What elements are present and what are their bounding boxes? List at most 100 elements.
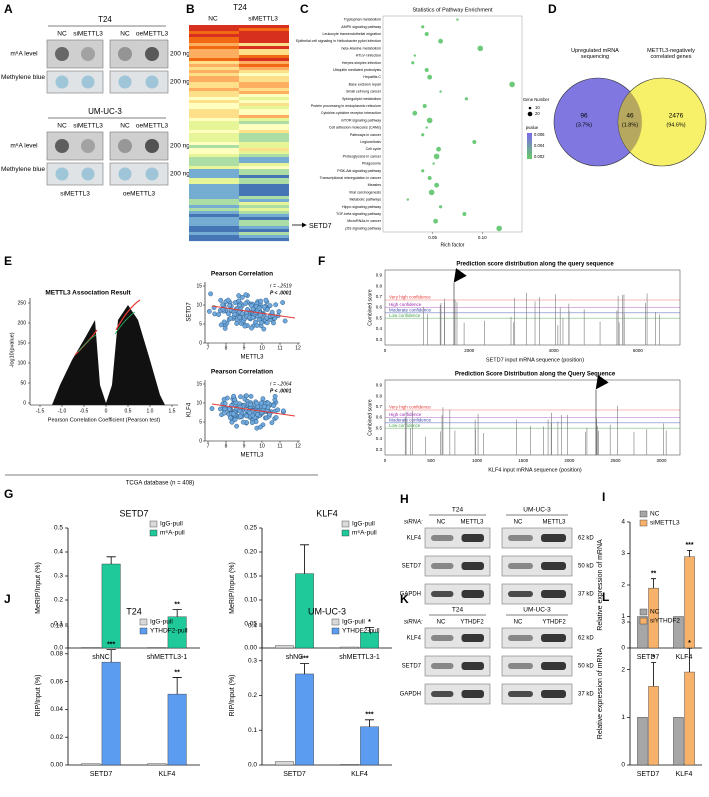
bar <box>684 556 695 649</box>
venn-count: 2476 <box>669 113 684 120</box>
scatter-dot <box>229 419 235 425</box>
x-tick-label: shNC <box>286 654 304 661</box>
scatter-dot <box>254 400 260 406</box>
scatter-dot <box>273 415 279 420</box>
heat-cell <box>189 142 239 146</box>
scatter-dot <box>258 298 264 304</box>
x-tick-label: KLF4 <box>676 771 693 778</box>
band <box>431 663 454 669</box>
scatter-dot <box>275 407 281 413</box>
y-axis-label: RIP/Input (%) <box>229 674 236 716</box>
scatter-dot <box>256 305 262 311</box>
y-tick-label: 2 <box>621 666 625 673</box>
scatter-dot <box>249 420 255 425</box>
venn-title: Upregulated mRNA sequencing <box>571 48 619 60</box>
error-bar <box>687 647 693 673</box>
x-tick-label: 0.10 <box>478 235 487 240</box>
y-tick-label: 0.4 <box>376 436 383 441</box>
heat-cell <box>189 196 239 200</box>
blot <box>501 527 573 549</box>
legend-swatch <box>639 519 648 527</box>
scatter-dot <box>221 319 227 325</box>
blot <box>424 683 491 705</box>
x-tick-label: KLF4 <box>351 771 368 778</box>
footer-label: siMETTL3 <box>60 191 90 198</box>
bar <box>275 645 294 649</box>
scatter-dot <box>236 293 242 298</box>
scatter-dot <box>232 417 238 422</box>
heat-cell <box>189 97 239 101</box>
heat-cell <box>239 142 289 146</box>
legend-label: YTHDF2-pull <box>150 628 188 635</box>
column-label: NC <box>57 31 67 38</box>
stain-dot <box>145 167 159 181</box>
group-title: T24 <box>98 15 112 24</box>
heat-cell <box>189 235 239 239</box>
heat-cell <box>239 211 289 215</box>
heat-cell <box>189 37 239 41</box>
scatter-dot <box>247 410 253 416</box>
x-tick-label: 1.5 <box>169 408 176 414</box>
y-tick-label: 10 <box>196 400 202 406</box>
heat-cell <box>189 166 239 170</box>
y-axis-label: Relative expression of mRNA <box>597 539 604 631</box>
group-title: UM-UC-3 <box>523 607 551 614</box>
point <box>427 74 433 80</box>
heat-cell <box>239 154 289 158</box>
bar <box>648 686 659 766</box>
point <box>425 126 428 129</box>
y-tick-label: 0.3 <box>248 657 257 664</box>
size-label: 62 kD <box>578 636 594 642</box>
heat-cell <box>189 154 239 158</box>
point <box>412 110 418 116</box>
x-tick-label: 8 <box>225 443 228 449</box>
band <box>508 663 533 669</box>
column-label: YTHDF2 <box>460 620 484 626</box>
scatter-dot <box>264 320 270 326</box>
scatter-dot <box>236 298 242 304</box>
row-label: GAPDH <box>400 692 421 698</box>
y-tick-label: 0.0 <box>54 645 63 652</box>
x-axis-label: METTL3 <box>240 355 264 361</box>
heat-cell <box>239 91 289 95</box>
heat-cell <box>239 187 289 191</box>
x-tick-label: 0.5 <box>125 408 132 414</box>
x-tick-label: 9 <box>243 345 246 351</box>
scatter-dot <box>238 394 243 400</box>
y-category-label: MicroRNAs in cancer <box>347 219 382 223</box>
heat-cell <box>189 226 239 230</box>
heat-cell <box>239 124 289 128</box>
venn-title: METTL3-negatively correlated genes <box>647 48 695 61</box>
color-bar <box>527 133 532 159</box>
point <box>472 140 477 144</box>
heat-cell <box>239 178 289 182</box>
error-bar <box>299 663 310 674</box>
row-label: KLF4 <box>407 536 422 542</box>
y-tick-label: 0.5 <box>376 425 383 430</box>
heat-cell <box>239 220 289 224</box>
legend-title: pvalue <box>526 125 539 130</box>
stain-dot <box>55 167 69 181</box>
heat-cell <box>189 52 239 56</box>
x-tick-label: shMETTL3-1 <box>147 654 188 661</box>
heat-cell <box>189 199 239 203</box>
heat-cell <box>189 151 239 155</box>
y-tick-label: 1 <box>621 613 625 620</box>
heat-cell <box>189 100 239 104</box>
significance-label: * <box>652 654 655 661</box>
y-category-label: PI3K-Akt signaling pathway <box>337 169 381 173</box>
legend-label: IgG-pull <box>160 521 183 528</box>
scatter-dot <box>267 303 273 309</box>
error-bar <box>172 677 182 695</box>
heat-cell <box>189 115 239 119</box>
scatter-dot <box>272 393 278 399</box>
error-bar <box>106 556 116 564</box>
legend-label: m⁶A-pull <box>160 530 185 537</box>
point <box>422 104 427 108</box>
band <box>508 591 533 597</box>
heat-cell <box>239 58 289 62</box>
stain-blot <box>46 70 104 94</box>
y-tick-label: 0.20 <box>244 549 257 556</box>
legend-swatch <box>527 111 533 117</box>
